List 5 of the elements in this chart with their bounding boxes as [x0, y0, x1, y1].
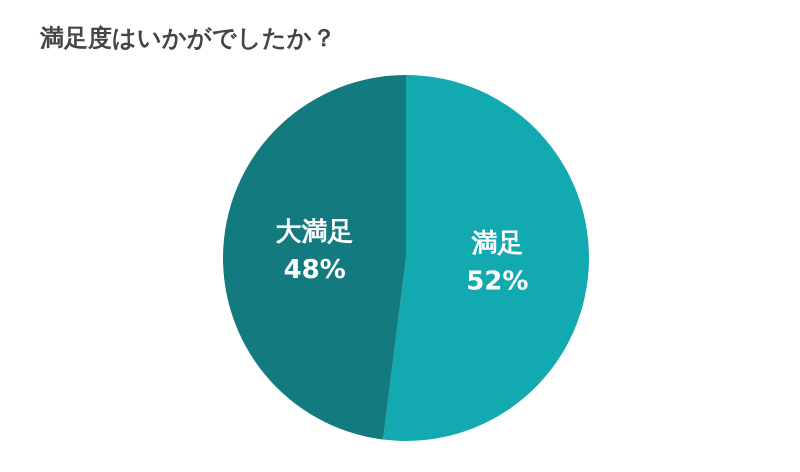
slice-label: 満足 [470, 228, 524, 258]
chart-title: 満足度はいかがでしたか？ [40, 23, 336, 54]
data-label: 52% [466, 266, 528, 296]
data-label: 48% [284, 255, 346, 286]
slice-label: 大満足 [276, 217, 354, 248]
